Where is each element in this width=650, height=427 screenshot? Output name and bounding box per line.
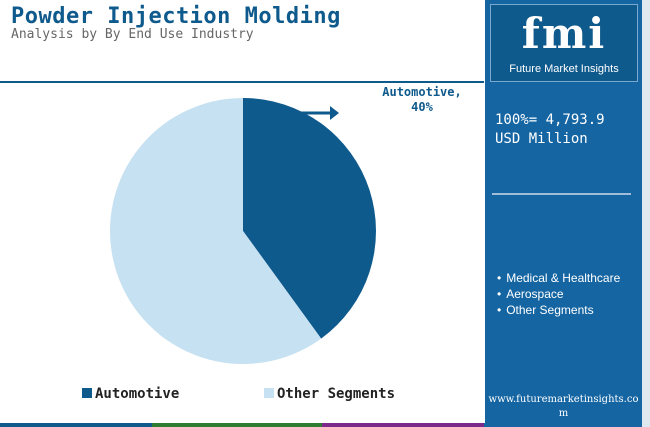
panel-divider (492, 193, 631, 195)
market-total-value: 100%= 4,793.9 (495, 112, 605, 128)
legend-swatch-other (264, 388, 274, 398)
footer-bar-blue (0, 423, 152, 427)
website-url[interactable]: www.futuremarketinsights.com (488, 394, 639, 419)
segment-item: Aerospace (497, 286, 620, 302)
segment-item: Other Segments (497, 302, 620, 318)
callout-arrow-icon (300, 106, 339, 120)
annotation-value: 40% (411, 100, 433, 114)
annotation-label: Automotive, (382, 85, 462, 99)
fmi-logo: fmi Future Market Insights (490, 4, 638, 82)
pie-slice-other-segments (110, 98, 322, 364)
chart-subtitle: Analysis by By End Use Industry (11, 27, 254, 42)
right-edge (642, 0, 650, 427)
market-total-unit: USD Million (495, 131, 588, 147)
pie-slice-automotive (243, 98, 377, 339)
pie-chart (110, 98, 377, 364)
legend-item-automotive: Automotive (82, 386, 179, 402)
chart-title: Powder Injection Molding (11, 4, 341, 29)
automotive-annotation: Automotive, 40% (374, 85, 470, 115)
footer-bar-purple (322, 423, 484, 427)
title-divider (0, 81, 484, 83)
footer-bar-panel (484, 423, 642, 427)
legend-item-other-segments: Other Segments (264, 386, 395, 402)
pie-slices (110, 98, 377, 364)
footer-bar-green (152, 423, 322, 427)
legend-label-other: Other Segments (277, 386, 396, 402)
legend-label-automotive: Automotive (95, 386, 180, 402)
legend-swatch-automotive (82, 388, 92, 398)
logo-mark: fmi (521, 9, 607, 58)
segment-list: Medical & Healthcare Aerospace Other Seg… (497, 270, 620, 318)
logo-text: Future Market Insights (509, 63, 619, 75)
segment-item: Medical & Healthcare (497, 270, 620, 286)
